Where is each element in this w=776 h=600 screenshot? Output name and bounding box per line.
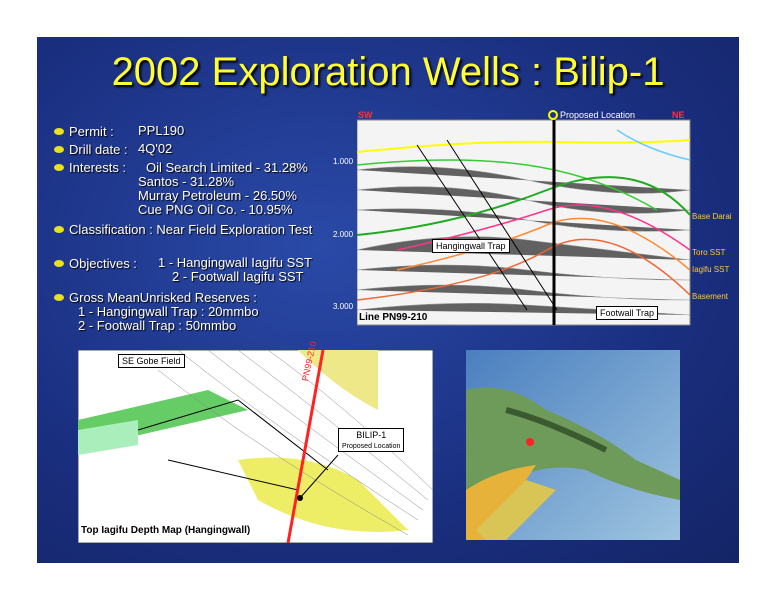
- item: 2 - Footwall Iagifu SST: [172, 269, 304, 284]
- bullet: Drill date :: [54, 142, 128, 157]
- seismic-section: [357, 110, 691, 326]
- direction-label: NE: [672, 110, 685, 120]
- label: Objectives :: [69, 256, 137, 271]
- time-label: 2.000: [333, 230, 354, 239]
- horizon-label: Base Darai: [692, 212, 732, 221]
- value: 4Q'02: [138, 141, 173, 156]
- label: Interests :: [69, 160, 127, 175]
- title: 2002 Exploration Wells : Bilip-1: [111, 50, 665, 94]
- label: Drill date :: [69, 142, 128, 157]
- item: Santos - 31.28%: [138, 174, 235, 189]
- well-location: [526, 438, 534, 446]
- item: Oil Search Limited - 31.28%: [146, 160, 308, 175]
- callout: SE Gobe Field: [118, 354, 185, 368]
- label: Gross MeanUnrisked Reserves :: [69, 290, 257, 305]
- time-label: 3.000: [333, 302, 354, 311]
- horizon-label: Basement: [692, 292, 729, 301]
- bullet: Interests :: [53, 160, 127, 175]
- horizon-label: Toro SST: [692, 248, 726, 257]
- well-callout: BILIP-1 Proposed Location: [338, 428, 405, 452]
- item: 2 - Footwall Trap : 50mmbo: [78, 318, 237, 333]
- text: Classification : Near Field Exploration …: [69, 222, 313, 237]
- label: Permit :: [69, 124, 114, 139]
- bullet: Gross MeanUnrisked Reserves :: [54, 290, 257, 305]
- item: 1 - Hangingwall Trap : 20mmbo: [78, 304, 259, 319]
- well-note: Proposed Location: [342, 443, 401, 450]
- direction-label: SW: [358, 110, 373, 120]
- location-map: [466, 350, 680, 540]
- depth-map: [78, 350, 433, 543]
- bullet: Permit :: [54, 124, 114, 139]
- callout: Hangingwall Trap: [432, 239, 510, 253]
- bullet: Classification : Near Field Exploration …: [54, 222, 327, 237]
- well-name: BILIP-1: [356, 430, 387, 440]
- item: 1 - Hangingwall Iagifu SST: [158, 255, 312, 270]
- value: PPL190: [138, 123, 185, 138]
- item: Cue PNG Oil Co. - 10.95%: [138, 202, 293, 217]
- bullet: Objectives :: [54, 256, 137, 271]
- location-label: Proposed Location: [560, 110, 636, 120]
- item: Murray Petroleum - 26.50%: [138, 188, 297, 203]
- time-label: 1.000: [333, 157, 354, 166]
- horizon-label: Iagifu SST: [692, 265, 730, 274]
- map-caption: Top Iagifu Depth Map (Hangingwall): [81, 525, 251, 536]
- callout: Footwall Trap: [596, 306, 659, 320]
- line-label: Line PN99-210: [359, 312, 428, 323]
